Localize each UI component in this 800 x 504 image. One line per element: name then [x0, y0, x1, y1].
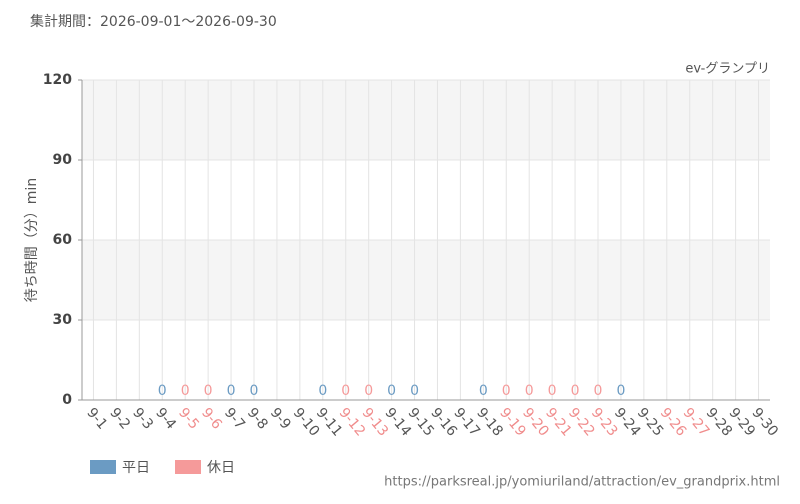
data-label: 0	[502, 383, 511, 399]
data-label: 0	[158, 383, 167, 399]
y-tick-label: 120	[43, 72, 72, 88]
y-axis-label: 待ち時間（分）min	[24, 178, 40, 302]
x-tick-label: 9-7	[221, 405, 248, 433]
x-tick-label: 9-1	[83, 405, 110, 433]
y-tick-label: 60	[53, 232, 73, 248]
grid-band	[82, 80, 770, 160]
data-label: 0	[548, 383, 557, 399]
x-tick-label: 9-3	[129, 405, 156, 433]
x-tick-label: 9-9	[267, 405, 294, 433]
data-label: 0	[479, 383, 488, 399]
data-label: 0	[318, 383, 327, 399]
data-label: 0	[525, 383, 534, 399]
y-tick-label: 30	[53, 312, 73, 328]
legend-label: 平日	[122, 460, 150, 476]
header: 集計期間：2026-09-01～2026-09-30	[30, 13, 277, 30]
data-label: 0	[616, 383, 625, 399]
data-label: 0	[571, 383, 580, 399]
data-label: 0	[594, 383, 603, 399]
data-label: 0	[364, 383, 373, 399]
legend-label: 休日	[207, 460, 235, 476]
x-tick-label: 9-2	[106, 405, 133, 433]
chart-subtitle: ev-グランプリ	[685, 62, 770, 77]
x-tick-label: 9-5	[175, 405, 202, 433]
legend-swatch	[90, 460, 116, 474]
legend-swatch	[175, 460, 201, 474]
grid-band	[82, 240, 770, 320]
data-label: 0	[387, 383, 396, 399]
x-tick-label: 9-4	[152, 405, 179, 433]
y-tick-label: 0	[62, 392, 72, 408]
footer-url: https://parksreal.jp/yomiuriland/attract…	[384, 475, 780, 490]
y-tick-label: 90	[53, 152, 73, 168]
data-label: 0	[181, 383, 190, 399]
x-tick-label: 9-6	[198, 405, 225, 433]
data-label: 0	[227, 383, 236, 399]
data-label: 0	[250, 383, 259, 399]
data-label: 0	[410, 383, 419, 399]
x-tick-label: 9-8	[244, 405, 271, 433]
data-label: 0	[341, 383, 350, 399]
data-label: 0	[204, 383, 213, 399]
